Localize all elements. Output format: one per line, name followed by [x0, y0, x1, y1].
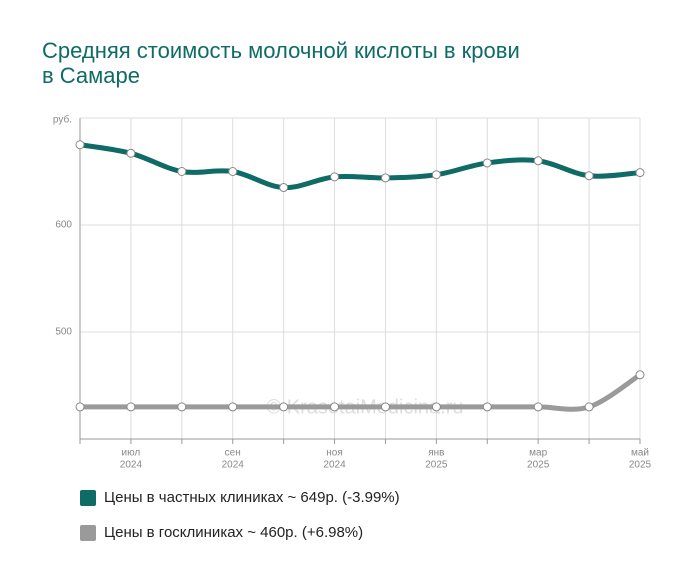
- point: [431, 170, 441, 180]
- y-tick-label: руб.: [53, 114, 72, 126]
- point: [75, 402, 85, 412]
- point: [177, 402, 187, 412]
- chart-title: в Самаре: [42, 63, 140, 88]
- point: [279, 402, 289, 412]
- x-tick-label: 2025: [629, 460, 652, 471]
- point: [533, 402, 543, 412]
- point: [635, 168, 645, 178]
- point: [635, 370, 645, 380]
- point: [584, 171, 594, 181]
- point: [380, 402, 390, 412]
- x-tick-label: 2024: [323, 460, 346, 471]
- legend-label: Цены в госклиниках ~ 460р. (+6.98%): [104, 524, 363, 541]
- point: [279, 183, 289, 193]
- point: [482, 402, 492, 412]
- x-tick-label: сен: [225, 448, 241, 459]
- point: [126, 148, 136, 158]
- x-tick-label: 2024: [222, 460, 245, 471]
- point: [584, 402, 594, 412]
- legend-label: Цены в частных клиниках ~ 649р. (-3.99%): [104, 489, 400, 506]
- chart-title: Средняя стоимость молочной кислоты в кро…: [42, 38, 520, 63]
- point: [330, 172, 340, 182]
- point: [75, 140, 85, 150]
- point: [431, 402, 441, 412]
- point: [126, 402, 136, 412]
- point: [177, 167, 187, 176]
- x-tick-label: 2024: [120, 460, 143, 471]
- x-tick-label: мар: [529, 448, 547, 459]
- point: [533, 156, 543, 166]
- legend-swatch: [80, 490, 96, 506]
- point: [330, 402, 340, 412]
- y-tick-label: 600: [55, 220, 72, 231]
- point: [482, 158, 492, 168]
- point: [228, 167, 238, 176]
- x-tick-label: июл: [122, 448, 141, 459]
- point: [380, 173, 390, 183]
- x-tick-label: ноя: [326, 448, 343, 459]
- x-tick-label: 2025: [425, 460, 448, 471]
- point: [228, 402, 238, 412]
- x-tick-label: янв: [428, 448, 444, 459]
- series-line: [77, 142, 643, 191]
- y-tick-label: 500: [55, 327, 72, 338]
- x-tick-label: 2025: [527, 460, 550, 471]
- x-tick-label: май: [631, 448, 649, 459]
- legend-swatch: [80, 525, 96, 541]
